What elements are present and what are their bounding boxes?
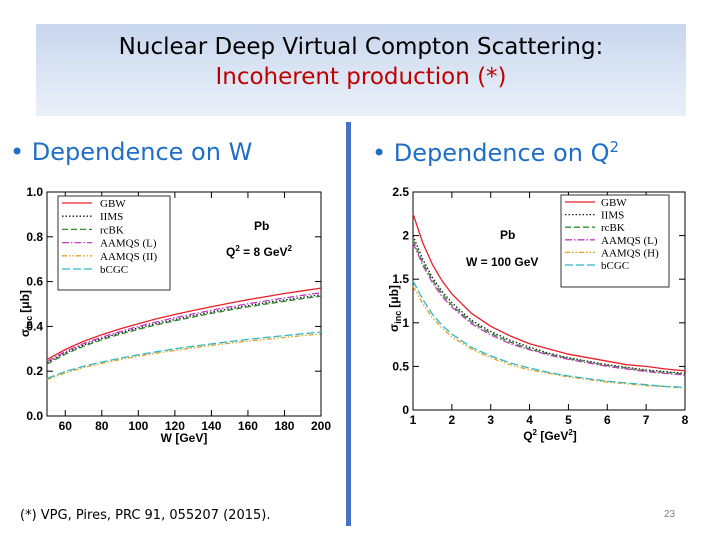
annotation-q2: Q2 = 8 GeV2 xyxy=(226,244,293,259)
legend-entry: AAMQS (L) xyxy=(100,238,157,250)
legend-entry: bCGC xyxy=(601,260,629,272)
y-axis-label: σinc[μb] xyxy=(18,290,34,337)
bullet-left: • Dependence on W xyxy=(10,138,253,166)
series-line-aamqs-ii xyxy=(46,333,322,381)
legend-entry: rcBK xyxy=(100,224,124,236)
x-tick-label: 2 xyxy=(449,413,456,427)
series-line-bcgc xyxy=(46,331,322,380)
footnote: (*) VPG, Pires, PRC 91, 055207 (2015). xyxy=(20,508,271,523)
legend-box xyxy=(560,194,670,288)
legend-entry: GBW xyxy=(601,197,627,209)
x-tick-label: 8 xyxy=(682,413,689,427)
annotation-w: W = 100 GeV xyxy=(466,255,538,269)
y-tick-label: 1 xyxy=(402,316,409,330)
y-tick-label: 1.5 xyxy=(392,272,409,286)
plot-frame xyxy=(46,191,322,417)
y-tick-label: 1.0 xyxy=(26,185,43,199)
x-tick-label: 1 xyxy=(410,413,417,427)
legend-entry: rcBK xyxy=(601,222,625,234)
legend-entry: AAMQS (L) xyxy=(601,235,658,247)
series-line-rcbk xyxy=(46,295,322,365)
x-tick-label: 160 xyxy=(238,419,258,433)
legend-entry: GBW xyxy=(100,198,126,210)
legend-entry: AAMQS (II) xyxy=(100,251,157,263)
chart-w-dependence: 60 80 100 120 140 160 180 200 0.0 0.2 0.4 0.6 0.8 1.0… xyxy=(18,185,331,445)
bullet-right-superscript: 2 xyxy=(609,138,620,156)
y-tick-label: 0.4 xyxy=(26,319,43,333)
x-tick-label: 5 xyxy=(565,413,572,427)
series-line-aamqs-h xyxy=(412,285,686,389)
series-line-iims xyxy=(46,294,322,364)
x-tick-label: 120 xyxy=(165,419,185,433)
series-line-gbw xyxy=(412,213,686,372)
legend-entry: bCGC xyxy=(100,264,128,276)
legend-entry: IIMS xyxy=(601,210,624,222)
slide-divider xyxy=(346,122,351,526)
slide-subtitle: Incoherent production (*) xyxy=(215,64,507,90)
x-tick-label: 200 xyxy=(311,419,331,433)
y-axis-label: σinc[μb] xyxy=(387,285,403,332)
y-tick-label: 0.2 xyxy=(26,364,43,378)
slide-title: Nuclear Deep Virtual Compton Scattering: xyxy=(118,34,604,60)
plot-frame xyxy=(412,191,686,411)
x-tick-label: 4 xyxy=(526,413,533,427)
x-tick-label: 60 xyxy=(59,419,73,433)
y-tick-label: 0 xyxy=(402,403,409,417)
x-tick-label: 140 xyxy=(201,419,221,433)
annotation-nucleus: Pb xyxy=(254,219,269,233)
chart-q2-dependence: 1 2 3 4 5 6 7 800.511.522.5 σinc[μb] Q2 [GeV2] … xyxy=(387,185,689,443)
y-tick-label: 0.5 xyxy=(392,359,409,373)
series-line-aamqs-l xyxy=(412,242,686,376)
page-number: 23 xyxy=(664,509,676,520)
y-tick-label: 2 xyxy=(402,229,409,243)
y-tick-label: 0.6 xyxy=(26,275,43,289)
title-banner: Nuclear Deep Virtual Compton Scattering:… xyxy=(36,24,686,116)
x-tick-label: 7 xyxy=(643,413,650,427)
x-tick-label: 100 xyxy=(128,419,148,433)
x-tick-label: 80 xyxy=(95,419,109,433)
y-tick-label: 2.5 xyxy=(392,185,409,199)
series-line-aamqs-l xyxy=(46,292,322,363)
x-tick-label: 3 xyxy=(487,413,494,427)
x-axis-label: W [GeV] xyxy=(161,431,208,445)
x-axis-label: Q2 [GeV2] xyxy=(523,428,577,443)
y-tick-label: 0.0 xyxy=(26,409,43,423)
annotation-nucleus: Pb xyxy=(500,228,515,242)
legend-entry: AAMQS (H) xyxy=(601,247,659,259)
legend-box xyxy=(57,195,171,291)
series-line-iims xyxy=(412,235,686,375)
legend-entry: IIMS xyxy=(100,211,123,223)
bullet-right-text: • Dependence on Q xyxy=(372,139,610,167)
series-line-gbw xyxy=(46,287,322,361)
y-tick-label: 0.8 xyxy=(26,230,43,244)
x-tick-label: 180 xyxy=(274,419,294,433)
series-line-rcbk xyxy=(412,239,686,375)
bullet-right: • Dependence on Q2 xyxy=(372,138,619,167)
series-line-bcgc xyxy=(412,280,686,388)
x-tick-label: 6 xyxy=(604,413,611,427)
